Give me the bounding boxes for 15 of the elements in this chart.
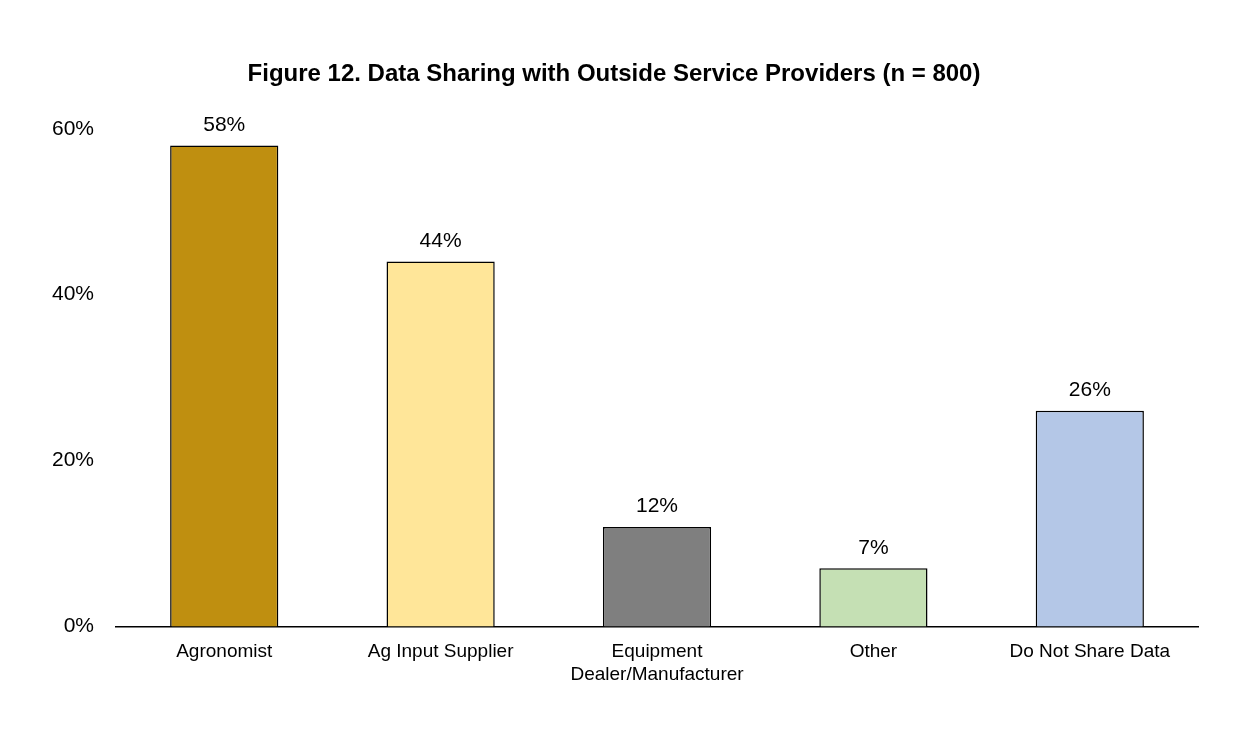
y-tick-label: 60% <box>52 115 95 139</box>
x-tick-label: Equipment Dealer/Manufacturer <box>570 640 745 684</box>
data-label: 26% <box>1068 377 1111 401</box>
y-tick-label: 0% <box>63 613 95 637</box>
data-label: 58% <box>203 111 246 135</box>
y-tick-label: 40% <box>52 281 95 305</box>
x-tick-label: Other <box>849 640 898 662</box>
chart-title: Figure 12. Data Sharing with Outside Service Providers (n = 800) <box>247 59 981 87</box>
data-label: 12% <box>636 493 679 517</box>
data-label: 7% <box>858 534 889 558</box>
x-tick-label: Ag Input Supplier <box>367 640 515 662</box>
data-label: 44% <box>419 227 462 251</box>
x-tick-label: Do Not Share Data <box>1009 640 1171 662</box>
y-tick-label: 20% <box>52 447 95 471</box>
x-tick-label: Agronomist <box>176 640 273 662</box>
